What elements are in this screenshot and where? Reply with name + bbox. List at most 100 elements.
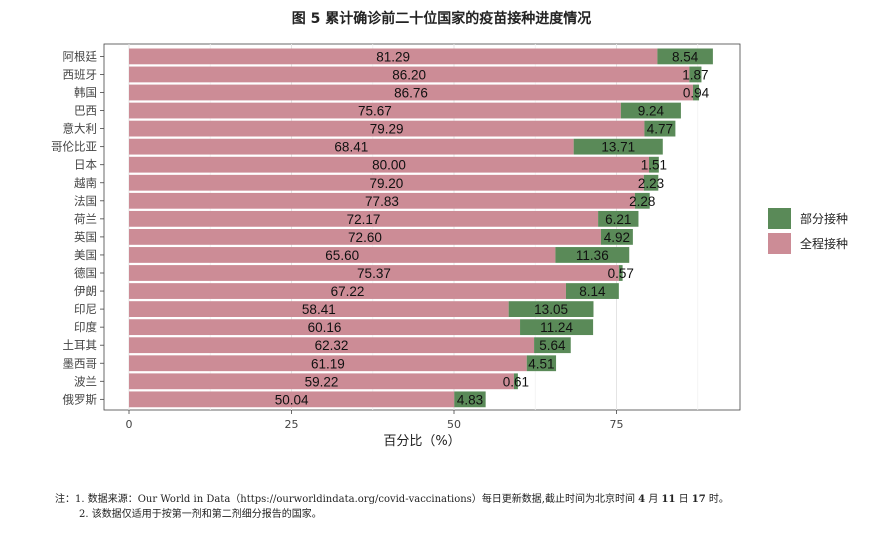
- bar-full: [129, 210, 599, 227]
- value-label-full: 59.22: [305, 374, 339, 389]
- x-axis-title: 百分比（%）: [383, 434, 460, 449]
- value-label-full: 65.60: [325, 248, 359, 263]
- value-label-partial: 4.51: [528, 356, 554, 371]
- value-label-partial: 13.71: [601, 140, 635, 155]
- bar-full: [129, 138, 574, 155]
- value-label-partial: 0.94: [683, 86, 710, 101]
- bar-full: [129, 301, 509, 317]
- x-tick-label: 25: [285, 418, 299, 431]
- x-tick-label: 50: [447, 418, 461, 431]
- category-label: 日本: [74, 158, 97, 172]
- bar-full: [129, 229, 601, 245]
- value-label-full: 60.16: [308, 320, 342, 335]
- value-label-full: 62.32: [315, 338, 349, 353]
- legend-label: 部分接种: [800, 211, 848, 226]
- value-label-partial: 1.51: [641, 158, 667, 173]
- bar-partial: [513, 373, 518, 390]
- bar-full: [129, 319, 521, 336]
- footnote-1: 注：1. 数据来源：Our World in Data（https://ourw…: [55, 494, 729, 505]
- value-label-full: 68.41: [334, 140, 368, 155]
- category-label: 意大利: [63, 122, 98, 136]
- value-label-partial: 1.87: [682, 67, 708, 82]
- value-label-partial: 11.24: [540, 320, 573, 335]
- value-label-partial: 6.21: [605, 212, 631, 227]
- bar-partial: [508, 301, 594, 317]
- category-label: 伊朗: [74, 284, 97, 298]
- legend-label: 全程接种: [800, 236, 848, 251]
- bar-partial: [526, 355, 557, 372]
- value-label-partial: 0.61: [503, 374, 529, 389]
- footnotes: 注：1. 数据来源：Our World in Data（https://ourw…: [55, 492, 729, 522]
- category-label: 英国: [74, 230, 97, 244]
- category-label: 哥伦比亚: [51, 140, 97, 154]
- value-label-full: 67.22: [331, 284, 365, 299]
- x-tick-label: 75: [610, 418, 624, 431]
- bar-partial: [573, 138, 663, 155]
- value-label-full: 75.67: [358, 104, 392, 119]
- value-label-partial: 8.14: [579, 284, 606, 299]
- value-label-full: 72.17: [347, 212, 381, 227]
- value-label-partial: 11.36: [576, 248, 609, 263]
- value-label-partial: 9.24: [638, 104, 665, 119]
- value-label-partial: 5.64: [539, 338, 566, 353]
- category-label: 韩国: [74, 86, 97, 100]
- bar-partial: [692, 84, 700, 101]
- bar-partial: [657, 48, 713, 65]
- bar-partial: [644, 120, 676, 137]
- value-label-partial: 0.57: [608, 266, 634, 281]
- bar-partial: [620, 102, 681, 119]
- category-labels: 阿根廷西班牙韩国巴西意大利哥伦比亚日本越南法国荷兰英国美国德国伊朗印尼印度土耳其…: [51, 49, 104, 406]
- value-label-full: 81.29: [376, 49, 410, 64]
- value-label-partial: 2.28: [629, 194, 655, 209]
- bar-partial: [598, 210, 639, 227]
- bar-partial: [565, 283, 619, 299]
- x-tick-labels: 0 25 50 75: [126, 410, 624, 431]
- value-label-partial: 4.92: [604, 230, 630, 245]
- value-label-full: 50.04: [275, 392, 309, 407]
- category-label: 土耳其: [63, 338, 98, 352]
- bar-partial: [618, 265, 623, 281]
- bar-partial: [634, 192, 650, 209]
- value-label-partial: 4.77: [647, 122, 673, 137]
- category-label: 印尼: [74, 302, 97, 316]
- bar-full: [129, 373, 514, 390]
- value-label-full: 58.41: [302, 302, 336, 317]
- category-label: 德国: [74, 266, 97, 280]
- bar-full: [129, 283, 566, 299]
- bar-full: [129, 66, 690, 83]
- chart-title: 图 5 累计确诊前二十位国家的疫苗接种进度情况: [291, 11, 592, 27]
- bar-full: [129, 337, 535, 354]
- value-label-full: 72.60: [348, 230, 382, 245]
- category-label: 巴西: [74, 104, 97, 118]
- bar-partial: [649, 156, 659, 173]
- bar-full: [129, 48, 658, 65]
- legend-swatch: [768, 233, 791, 254]
- value-label-partial: 2.23: [638, 176, 664, 191]
- value-label-partial: 13.05: [534, 302, 568, 317]
- value-label-full: 80.00: [372, 158, 406, 173]
- category-label: 越南: [74, 176, 97, 190]
- bars: 81.29 8.54 86.20 1.87 86.76 0.94 75.67 9.24 79.2…: [129, 48, 713, 407]
- bar-partial: [555, 247, 630, 263]
- category-label: 法国: [74, 194, 97, 208]
- bar-full: [129, 174, 644, 191]
- category-label: 墨西哥: [63, 356, 98, 370]
- value-label-full: 77.83: [365, 194, 399, 209]
- category-label: 荷兰: [74, 212, 97, 226]
- bar-full: [129, 120, 645, 137]
- bar-partial: [643, 174, 659, 191]
- bar-partial: [520, 319, 594, 336]
- bar-full: [129, 355, 527, 372]
- value-label-full: 75.37: [357, 266, 391, 281]
- value-label-partial: 4.83: [457, 392, 483, 407]
- value-label-full: 79.29: [370, 122, 404, 137]
- bar-full: [129, 247, 556, 263]
- value-label-full: 61.19: [311, 356, 345, 371]
- category-label: 阿根廷: [63, 49, 98, 63]
- bar-full: [129, 84, 693, 101]
- category-label: 印度: [74, 320, 97, 334]
- x-tick-label: 0: [126, 418, 133, 431]
- legend-swatch: [768, 208, 791, 229]
- category-label: 西班牙: [63, 67, 98, 81]
